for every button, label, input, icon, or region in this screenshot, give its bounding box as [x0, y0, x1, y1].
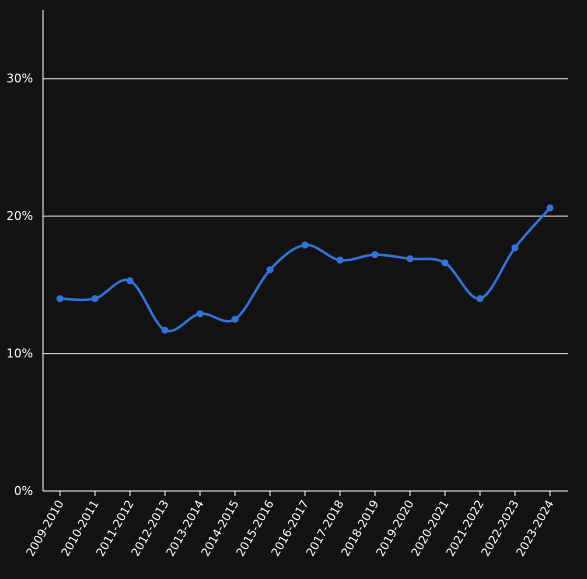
y-tick-labels: 0% 10% 20% 30% [6, 72, 33, 498]
y-tick-label-10: 10% [6, 347, 33, 361]
data-point-2017-2018 [336, 256, 344, 264]
data-point-2013-2014 [196, 310, 204, 318]
data-point-2023-2024 [546, 204, 554, 212]
data-point-2011-2012 [126, 277, 134, 285]
series [56, 204, 554, 334]
data-point-2012-2013 [161, 326, 169, 334]
x-tick-labels: 2009-20102010-20112011-20122012-20132013… [23, 498, 556, 559]
data-point-2021-2022 [476, 295, 484, 303]
series-line-0 [58, 206, 552, 333]
data-point-2019-2020 [406, 255, 414, 263]
data-point-2022-2023 [511, 244, 519, 252]
data-point-2015-2016 [266, 266, 274, 274]
axes [42, 10, 568, 496]
data-point-2009-2010 [56, 295, 64, 303]
gridlines [43, 78, 568, 355]
data-point-2018-2019 [371, 251, 379, 259]
y-tick-label-20: 20% [6, 209, 33, 223]
data-point-2010-2011 [91, 295, 99, 303]
data-point-2020-2021 [441, 259, 449, 267]
y-tick-label-30: 30% [6, 72, 33, 86]
data-point-2016-2017 [301, 241, 309, 249]
data-point-2014-2015 [231, 315, 239, 323]
y-tick-label-0: 0% [14, 484, 33, 498]
